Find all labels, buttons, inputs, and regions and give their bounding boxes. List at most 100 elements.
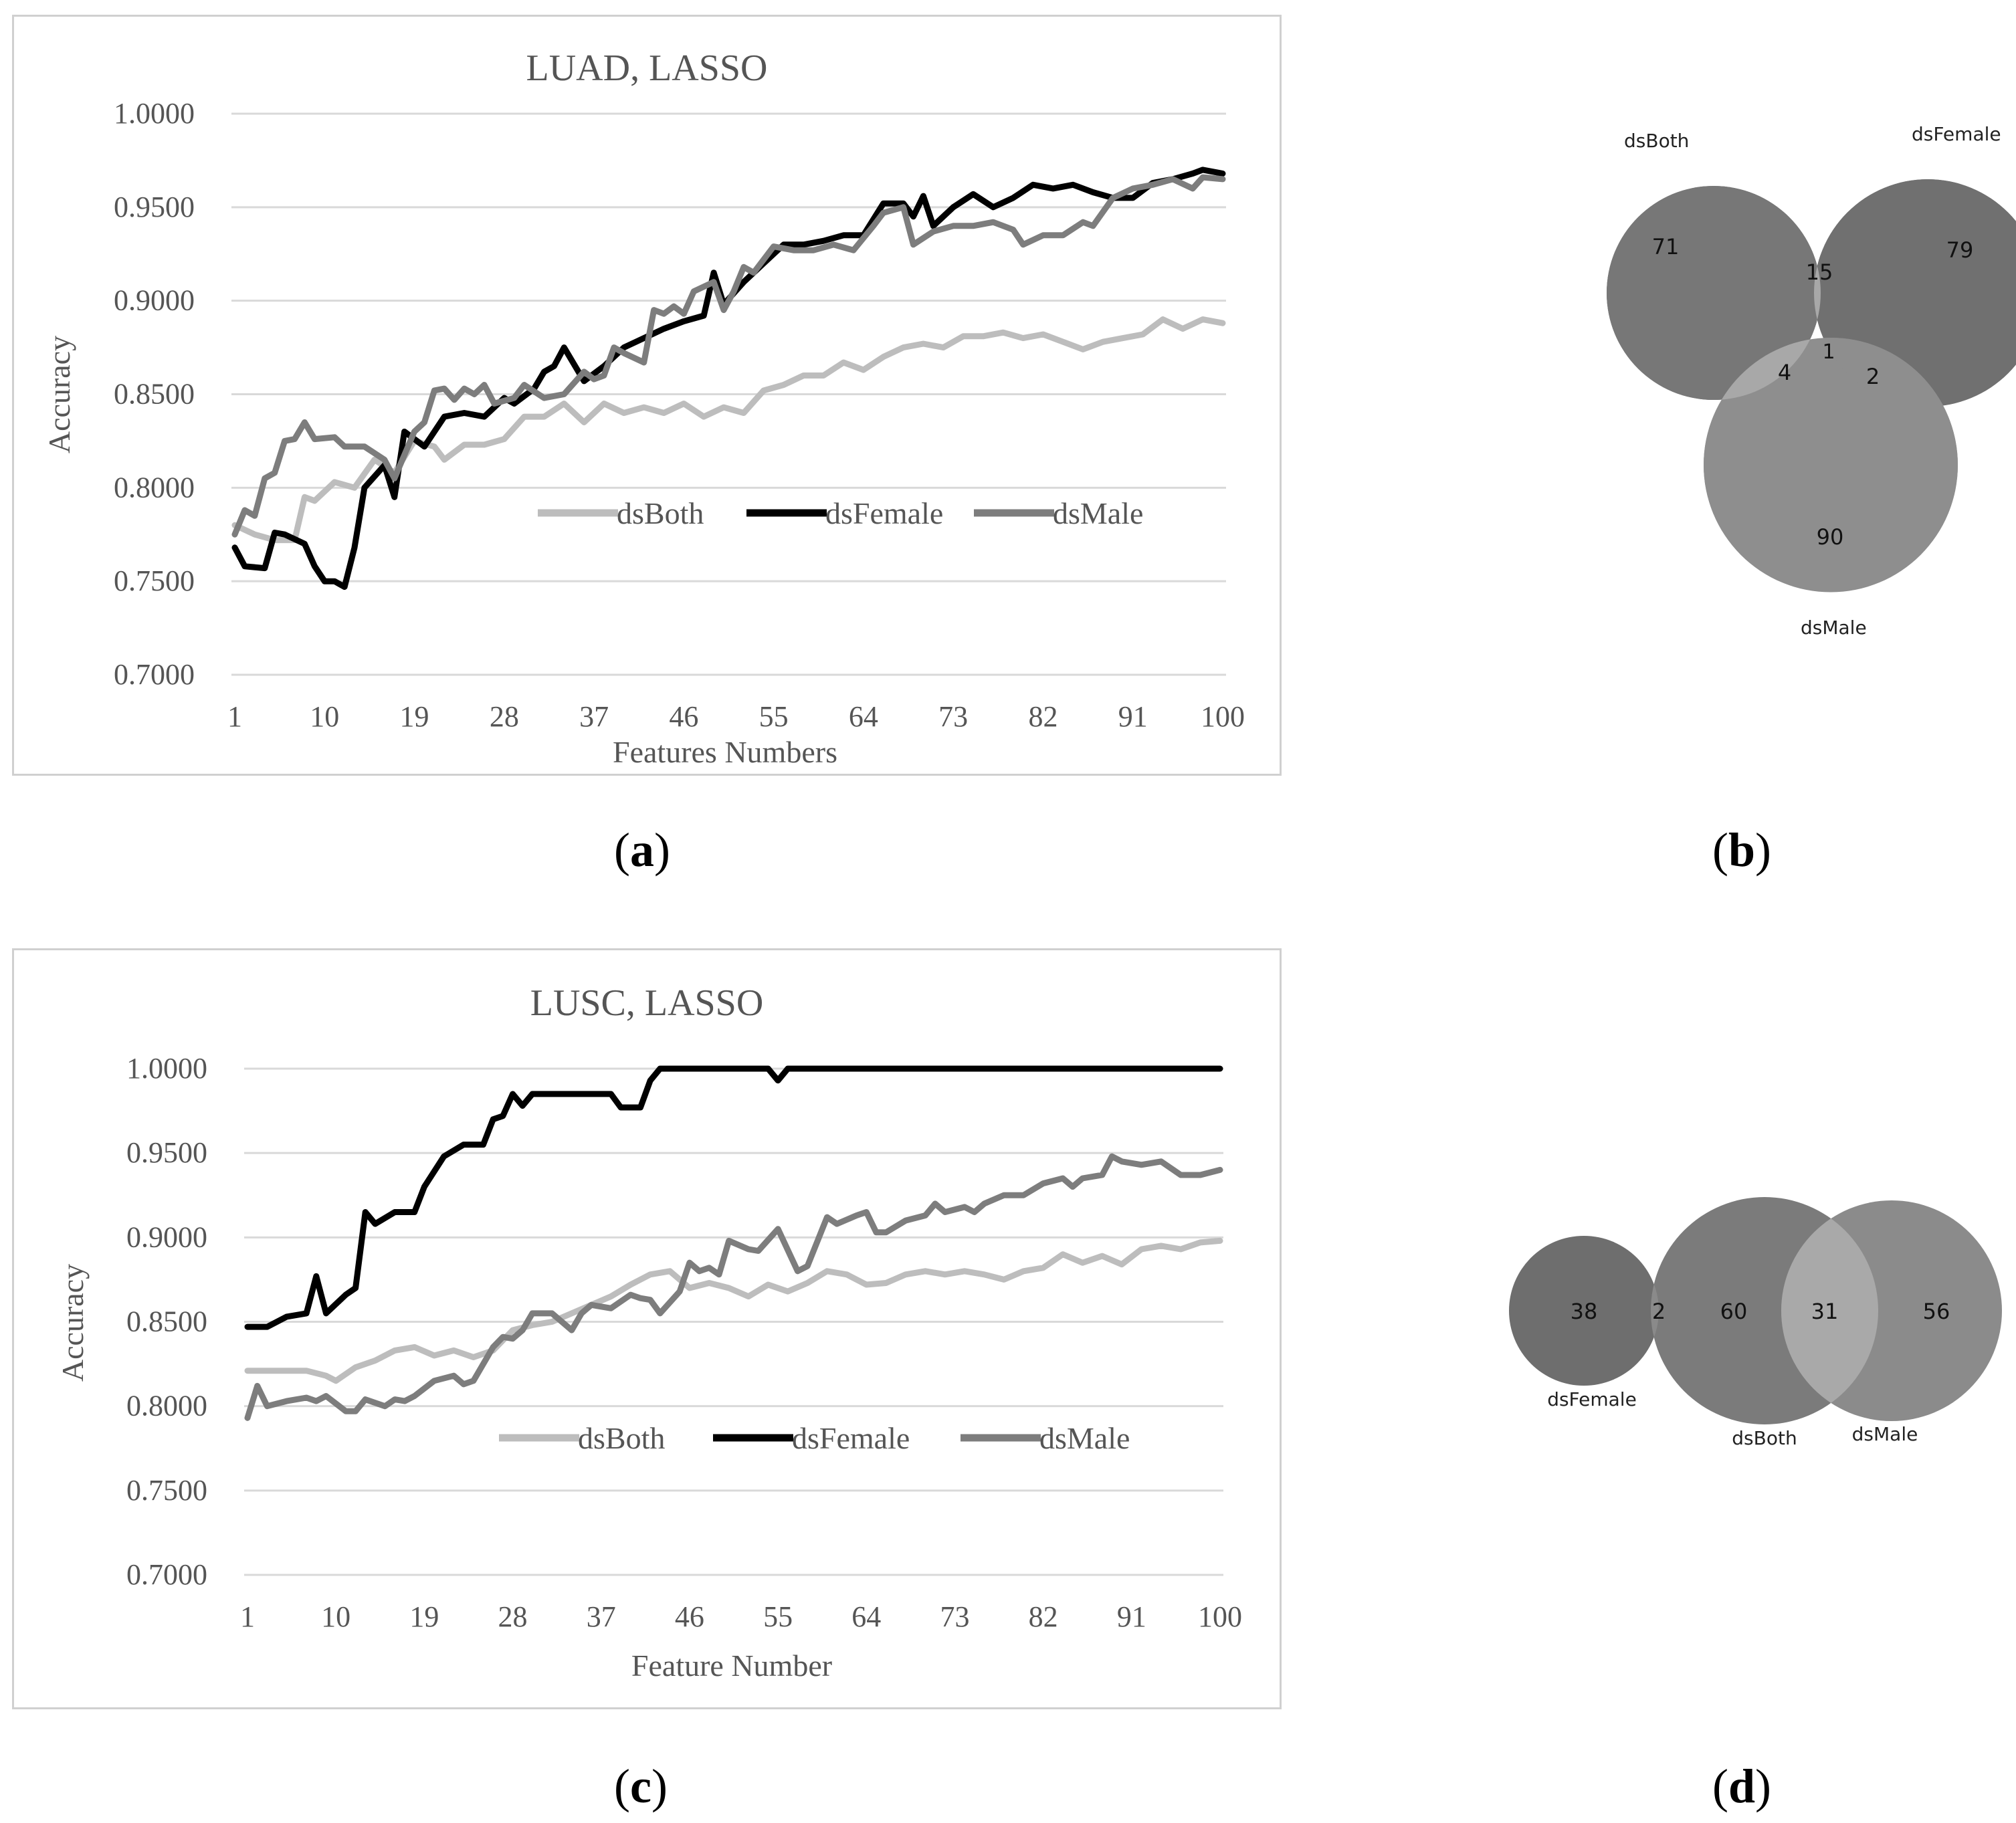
caption-b-open: ( <box>1712 823 1728 877</box>
caption-a: (a) <box>614 823 670 878</box>
chart-a-legend-label-dsMale: dsMale <box>1053 496 1143 530</box>
venn-d-svg: 38 2 60 31 56 dsFemale dsBoth dsMale <box>1509 1197 2002 1449</box>
caption-b-letter: b <box>1728 823 1756 877</box>
chart-c-y-tick-label: 1.0000 <box>126 1052 207 1085</box>
chart-c-series-dsFemale <box>244 1065 1223 1330</box>
caption-c: (c) <box>614 1759 668 1814</box>
chart-c-x-tick-label: 28 <box>498 1600 528 1633</box>
chart-a-y-tick-label: 0.9000 <box>114 284 195 317</box>
chart-a-y-tick-label: 0.9500 <box>114 191 195 223</box>
chart-c-x-tick-label: 64 <box>851 1600 881 1633</box>
chart-c-frame <box>12 948 1282 1709</box>
chart-a-series-dsMale <box>231 174 1226 538</box>
venn-b-value-only-dsBoth: 71 <box>1652 234 1680 259</box>
caption-c-letter: c <box>629 1759 651 1813</box>
chart-a-x-tick-label: 19 <box>400 700 429 733</box>
venn-b-value-female-male: 2 <box>1866 364 1880 389</box>
chart-a-x-tick-label: 82 <box>1028 700 1057 733</box>
chart-a-y-axis-label: Accuracy <box>42 336 76 453</box>
venn-b-label-dsFemale: dsFemale <box>1912 123 2001 145</box>
chart-c-x-tick-label: 46 <box>675 1600 704 1633</box>
venn-d-label-dsBoth: dsBoth <box>1732 1427 1797 1449</box>
caption-d-letter: d <box>1728 1759 1756 1813</box>
venn-b-overlaps <box>1607 179 2016 592</box>
chart-a-x-tick-label: 55 <box>759 700 789 733</box>
chart-c-legend-label-dsFemale: dsFemale <box>792 1421 910 1455</box>
venn-b-value-only-dsFemale: 79 <box>1946 237 1974 263</box>
chart-c-x-tick-label: 37 <box>587 1600 616 1633</box>
venn-b-value-only-dsMale: 90 <box>1817 524 1844 550</box>
chart-panel-a: 1.0000 0.9500 0.9000 0.8500 0.8000 0.7500 0.70… <box>12 15 1282 776</box>
venn-b-value-all-three: 1 <box>1822 340 1835 364</box>
venn-panel-b: dsBoth dsFemale dsMale 71 79 90 15 4 2 1 <box>1498 114 2016 649</box>
chart-a-svg: 1.0000 0.9500 0.9000 0.8500 0.8000 0.7500 0.70… <box>12 15 1282 776</box>
chart-a-title: LUAD, LASSO <box>526 47 768 89</box>
venn-d-value-female-both: 2 <box>1652 1299 1666 1324</box>
chart-c-y-tick-label: 0.9000 <box>126 1220 207 1253</box>
chart-a-y-tick-label: 0.8500 <box>114 378 195 411</box>
venn-b-fill-both <box>1607 186 1821 400</box>
caption-d-open: ( <box>1712 1759 1728 1813</box>
chart-c-x-tick-label: 82 <box>1029 1600 1058 1633</box>
venn-b-value-both-female: 15 <box>1806 259 1833 285</box>
caption-b: (b) <box>1712 823 1771 878</box>
chart-a-x-tick-label: 28 <box>490 700 519 733</box>
chart-a-x-tick-label: 73 <box>938 700 968 733</box>
chart-c-y-tick-label: 0.8000 <box>126 1390 207 1422</box>
chart-c-x-tick-label: 10 <box>321 1600 350 1633</box>
chart-c-legend-label-dsMale: dsMale <box>1039 1421 1130 1455</box>
venn-b-int-female-male <box>1814 338 1958 407</box>
chart-a-x-tick-label: 1 <box>227 700 242 733</box>
venn-panel-d: 38 2 60 31 56 dsFemale dsBoth dsMale <box>1505 1190 2013 1471</box>
caption-c-close: ) <box>651 1759 668 1813</box>
chart-c-y-axis-label: Accuracy <box>56 1264 90 1382</box>
caption-a-open: ( <box>614 823 630 877</box>
caption-a-close: ) <box>653 823 670 877</box>
chart-c-x-tick-label: 73 <box>940 1600 969 1633</box>
chart-a-x-tick-label: 100 <box>1201 700 1245 733</box>
chart-a-legend-label-dsFemale: dsFemale <box>825 496 943 530</box>
caption-a-letter: a <box>629 823 654 877</box>
caption-b-close: ) <box>1755 823 1772 877</box>
venn-d-label-dsMale: dsMale <box>1852 1423 1918 1445</box>
chart-a-x-tick-label: 46 <box>669 700 698 733</box>
venn-d-value-only-dsFemale: 38 <box>1571 1299 1598 1324</box>
chart-c-x-tick-label: 19 <box>409 1600 439 1633</box>
caption-d: (d) <box>1712 1759 1771 1814</box>
chart-c-legend-label-dsBoth: dsBoth <box>578 1421 665 1455</box>
chart-a-y-tick-label: 0.8000 <box>114 471 195 504</box>
chart-c-y-tick-label: 0.8500 <box>126 1305 207 1338</box>
chart-c-x-tick-label: 1 <box>240 1600 255 1633</box>
chart-a-x-tick-label: 91 <box>1118 700 1148 733</box>
venn-b-svg: dsBoth dsFemale dsMale 71 79 90 15 4 2 1 <box>1607 123 2016 639</box>
chart-a-x-axis-label: Features Numbers <box>613 735 837 769</box>
chart-a-legend-label-dsBoth: dsBoth <box>617 496 704 530</box>
venn-d-circle-dsFemale <box>1509 1236 1659 1386</box>
venn-d-value-only-dsMale: 56 <box>1923 1299 1950 1324</box>
chart-c-y-tick-label: 0.7000 <box>126 1558 207 1591</box>
chart-a-y-tick-label: 1.0000 <box>114 97 195 130</box>
chart-a-x-tick-label: 10 <box>310 700 339 733</box>
venn-b-label-dsMale: dsMale <box>1801 617 1867 639</box>
chart-c-y-tick-label: 0.9500 <box>126 1136 207 1169</box>
chart-a-y-tick-label: 0.7500 <box>114 564 195 597</box>
venn-d-value-both-male: 31 <box>1811 1299 1839 1324</box>
caption-d-close: ) <box>1755 1759 1772 1813</box>
chart-c-series-dsMale <box>244 1153 1223 1421</box>
venn-d-value-only-dsBoth: 60 <box>1720 1299 1748 1324</box>
chart-c-x-axis-label: Feature Number <box>631 1648 832 1683</box>
chart-panel-c: 1.0000 0.9500 0.9000 0.8500 0.8000 0.7500 0.70… <box>12 948 1282 1709</box>
chart-c-y-tick-label: 0.7500 <box>126 1474 207 1507</box>
caption-c-open: ( <box>614 1759 630 1813</box>
chart-a-series-dsFemale <box>231 167 1226 591</box>
chart-a-y-tick-label: 0.7000 <box>114 658 195 691</box>
chart-c-series-dsBoth <box>244 1237 1223 1384</box>
chart-a-x-tick-label: 64 <box>849 700 878 733</box>
venn-d-label-dsFemale: dsFemale <box>1547 1388 1637 1410</box>
venn-b-value-both-male: 4 <box>1778 360 1791 385</box>
chart-c-svg: 1.0000 0.9500 0.9000 0.8500 0.8000 0.7500 0.70… <box>12 948 1282 1709</box>
venn-b-label-dsBoth: dsBoth <box>1624 130 1689 152</box>
chart-c-x-tick-label: 91 <box>1117 1600 1146 1633</box>
chart-c-x-tick-label: 55 <box>763 1600 793 1633</box>
chart-c-title: LUSC, LASSO <box>530 982 764 1024</box>
